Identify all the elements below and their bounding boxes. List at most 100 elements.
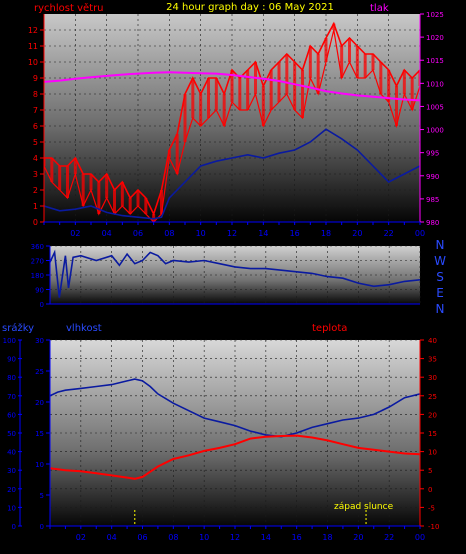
- humidity-y-tick-label: 10: [35, 461, 44, 469]
- wind-y-tick-label: 10: [28, 58, 38, 67]
- humidity-x-tick-label: 16: [292, 533, 302, 542]
- humidity-x-tick-label: 06: [137, 533, 147, 542]
- wind-x-tick-label: 14: [258, 229, 268, 238]
- direction-y-tick-label: 90: [35, 287, 44, 295]
- wind-x-tick-label: 12: [227, 229, 237, 238]
- temperature-y-tick-label: 30: [428, 374, 437, 382]
- wind-x-tick-label: 04: [102, 229, 112, 238]
- humidity-series: [50, 378, 420, 526]
- direction-axes: 0 90 180 270 360: [31, 243, 420, 309]
- temperature-y-tick-label: 15: [428, 430, 437, 438]
- wind-y-tick-label: 7: [33, 106, 38, 115]
- pressure-y-tick-label: 980: [426, 219, 439, 227]
- pressure-y-tick-label: 1005: [426, 103, 444, 111]
- wind-series: [44, 21, 420, 222]
- temperature-y-tick-label: 25: [428, 393, 437, 401]
- pressure-y-tick-label: 1015: [426, 57, 444, 65]
- humidity-x-tick-label: 22: [384, 533, 394, 542]
- humidity-y-tick-label: 15: [35, 430, 44, 438]
- rain-y-tick-label: 10: [7, 504, 16, 512]
- wind-x-tick-label: 16: [290, 229, 300, 238]
- direction-y-tick-label: 270: [31, 258, 44, 266]
- humidity-x-tick-label: 18: [322, 533, 332, 542]
- direction-y-tick-label: 360: [31, 243, 44, 251]
- pressure-y-tick-label: 1025: [426, 11, 444, 19]
- wind-axis-title: rychlost větru: [34, 2, 104, 14]
- wind-y-tick-label: 1: [33, 202, 38, 211]
- wind-gust-line: [44, 21, 420, 217]
- wind-y-tick-label: 3: [33, 170, 38, 179]
- humidity-y-tick-label: 20: [35, 399, 44, 407]
- wind-y-tick-label: 0: [33, 218, 38, 227]
- wind-direction-chart: 0 90 180 270 360 N W S E N: [31, 238, 446, 316]
- wind-x-tick-label: 20: [352, 229, 362, 238]
- rain-y-tick-label: 80: [7, 374, 16, 382]
- chart-title: 24 hour graph day : 06 May 2021: [166, 2, 334, 13]
- temperature-axis-title: teplota: [312, 323, 347, 334]
- wind-x-tick-label: 06: [133, 229, 143, 238]
- compass-e: E: [436, 286, 444, 300]
- wind-x-tick-label: 22: [384, 229, 394, 238]
- humidity-axes: -10-505101520253035400102030405060708090…: [3, 337, 440, 542]
- compass-labels: N W S E N: [434, 238, 446, 316]
- temperature-line: [50, 434, 420, 480]
- wind-y-tick-label: 12: [28, 26, 38, 35]
- humidity-y-tick-label: 25: [35, 368, 44, 376]
- wind-x-tick-label: 00: [415, 229, 425, 238]
- direction-line: [50, 249, 420, 298]
- rain-y-tick-label: 40: [7, 449, 16, 457]
- humidity-x-tick-label: 00: [415, 533, 425, 542]
- compass-n-top: N: [436, 238, 445, 252]
- humidity-x-tick-label: 12: [230, 533, 240, 542]
- compass-s: S: [436, 270, 444, 284]
- wind-x-tick-label: 18: [321, 229, 331, 238]
- rain-y-tick-label: 0: [12, 523, 16, 531]
- humidity-y-tick-label: 0: [40, 523, 44, 531]
- wind-y-tick-label: 9: [33, 74, 38, 83]
- pressure-axis-title: tlak: [370, 3, 389, 14]
- humidity-x-tick-label: 02: [76, 533, 86, 542]
- temperature-y-tick-label: -5: [428, 504, 435, 512]
- wind-y-tick-label: 6: [33, 122, 38, 131]
- wind-y-tick-label: 5: [33, 138, 38, 147]
- rain-y-tick-label: 20: [7, 486, 16, 494]
- direction-y-tick-label: 0: [40, 301, 44, 309]
- pressure-y-tick-label: 995: [426, 150, 439, 158]
- temperature-y-tick-label: 20: [428, 411, 437, 419]
- temperature-y-tick-label: 0: [428, 486, 432, 494]
- wind-average-line: [44, 128, 420, 220]
- humidity-x-tick-label: 04: [107, 533, 117, 542]
- wind-y-tick-label: 8: [33, 90, 38, 99]
- humidity-y-tick-label: 30: [35, 337, 44, 345]
- humidity-grid: [50, 339, 421, 527]
- humidity-x-tick-label: 10: [199, 533, 209, 542]
- pressure-y-tick-label: 990: [426, 173, 439, 181]
- rain-y-tick-label: 100: [3, 337, 16, 345]
- wind-speed-line: [44, 29, 420, 222]
- rain-y-tick-label: 70: [7, 393, 16, 401]
- humidity-axis-title: vlhkost: [66, 323, 102, 334]
- humidity-x-tick-label: 20: [353, 533, 363, 542]
- humidity-x-tick-label: 14: [261, 533, 271, 542]
- wind-y-tick-label: 4: [33, 154, 38, 163]
- temperature-y-tick-label: 40: [428, 337, 437, 345]
- wind-y-tick-label: 11: [28, 42, 38, 51]
- direction-series: [50, 249, 420, 298]
- temperature-y-tick-label: 10: [428, 449, 437, 457]
- direction-y-tick-label: 180: [31, 272, 44, 280]
- wind-x-tick-label: 10: [196, 229, 206, 238]
- wind-x-tick-label: 02: [70, 229, 80, 238]
- humidity-temperature-chart: -10-505101520253035400102030405060708090…: [2, 322, 439, 542]
- rain-y-tick-label: 90: [7, 356, 16, 364]
- humidity-x-tick-label: 08: [168, 533, 178, 542]
- temperature-y-tick-label: 5: [428, 467, 432, 475]
- sunset-label: západ slunce: [334, 502, 394, 512]
- pressure-y-tick-label: 1000: [426, 127, 444, 135]
- pressure-y-tick-label: 1010: [426, 80, 444, 88]
- temperature-y-tick-label: -10: [428, 523, 439, 531]
- wind-axes: 0123456789101112980985990995100010051010…: [28, 11, 444, 238]
- wind-y-tick-label: 2: [33, 186, 38, 195]
- compass-w: W: [434, 254, 446, 268]
- rain-axis-title: srážky: [2, 322, 34, 334]
- pressure-y-tick-label: 985: [426, 196, 439, 204]
